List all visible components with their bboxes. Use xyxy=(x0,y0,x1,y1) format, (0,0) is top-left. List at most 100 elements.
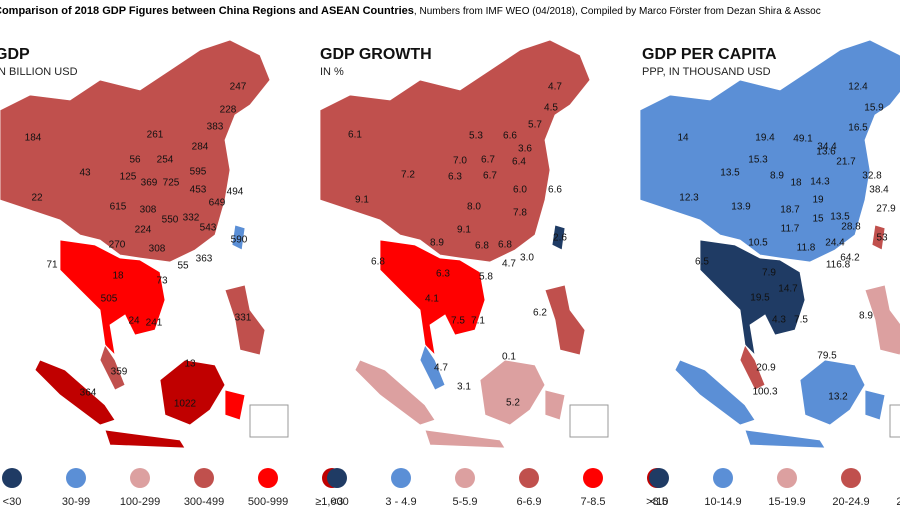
region-value: 7.5 xyxy=(794,315,808,326)
legend-label: 20-24.9 xyxy=(832,496,869,508)
region-value: 2.6 xyxy=(553,233,567,244)
region xyxy=(379,239,486,357)
region-value: 363 xyxy=(196,254,213,265)
region-value: 6.0 xyxy=(513,185,527,196)
region-value: 332 xyxy=(183,213,200,224)
region xyxy=(639,39,900,263)
region-value: 14.7 xyxy=(778,284,798,295)
legend-swatch xyxy=(649,468,669,488)
legend-swatch xyxy=(583,468,603,488)
region-value: 13 xyxy=(184,359,196,370)
region xyxy=(739,344,766,391)
region-value: 7.1 xyxy=(471,316,485,327)
region-value: 649 xyxy=(209,198,226,209)
region xyxy=(424,429,506,449)
legend-label: 500-999 xyxy=(248,496,288,508)
region-value: 725 xyxy=(163,178,180,189)
region-value: 13.5 xyxy=(720,168,740,179)
region-value: 8.9 xyxy=(770,171,784,182)
legend-label: 300-499 xyxy=(184,496,224,508)
region-value: 19.5 xyxy=(750,293,770,304)
region-value: 308 xyxy=(140,205,157,216)
region-value: 590 xyxy=(231,235,248,246)
region-value: 15 xyxy=(812,214,824,225)
region-value: 254 xyxy=(157,155,174,166)
region xyxy=(34,359,116,426)
region xyxy=(419,344,446,391)
panel-subtitle: IN % xyxy=(320,66,344,78)
region-value: 5.8 xyxy=(479,272,493,283)
region-value: 6.1 xyxy=(348,130,362,141)
region-value: 10.5 xyxy=(748,238,768,249)
region xyxy=(544,389,566,421)
region-value: 453 xyxy=(190,185,207,196)
region-value: 7.9 xyxy=(762,268,776,279)
region-value: 55 xyxy=(177,261,189,272)
region xyxy=(544,284,586,356)
region-value: 18 xyxy=(790,178,802,189)
region-value: 9.1 xyxy=(355,195,369,206)
panel-title: GDP xyxy=(0,46,30,63)
legend-swatch xyxy=(194,468,214,488)
region-value: 7.0 xyxy=(453,156,467,167)
region-value: 56 xyxy=(129,155,141,166)
region-value: 73 xyxy=(156,276,168,287)
region xyxy=(864,284,900,356)
region-value: 228 xyxy=(220,105,237,116)
legend-swatch xyxy=(713,468,733,488)
region-value: 28.8 xyxy=(841,222,861,233)
panel-subtitle: PPP, IN THOUSAND USD xyxy=(642,66,771,78)
region xyxy=(319,39,591,263)
region xyxy=(699,239,806,357)
region-value: 3.1 xyxy=(457,382,471,393)
region xyxy=(224,389,246,421)
region-value: 6.8 xyxy=(475,241,489,252)
region-value: 3.6 xyxy=(518,144,532,155)
region-value: 224 xyxy=(135,225,152,236)
region-value: 100.3 xyxy=(752,387,777,398)
inset-box xyxy=(249,404,289,438)
region-value: 595 xyxy=(190,167,207,178)
region-value: 494 xyxy=(227,187,244,198)
region-value: 13.2 xyxy=(828,392,848,403)
legend-swatch xyxy=(455,468,475,488)
region-value: 6.3 xyxy=(436,269,450,280)
region-value: 49.1 xyxy=(793,134,813,145)
region-value: 7.8 xyxy=(513,208,527,219)
region-value: 5.7 xyxy=(528,120,542,131)
region xyxy=(799,359,866,426)
region-value: 9.1 xyxy=(457,225,471,236)
legend-label: 6-6.9 xyxy=(516,496,541,508)
region xyxy=(224,284,266,356)
region-value: 38.4 xyxy=(869,185,889,196)
region-value: 24 xyxy=(128,316,140,327)
region-value: 19 xyxy=(812,195,824,206)
region-value: 22 xyxy=(31,193,43,204)
region-value: 71 xyxy=(46,260,58,271)
region-value: 4.1 xyxy=(425,294,439,305)
region-value: 543 xyxy=(200,223,217,234)
legend-label: 30-99 xyxy=(62,496,90,508)
region-value: 6.2 xyxy=(533,308,547,319)
region-value: 6.8 xyxy=(371,257,385,268)
legend-label: 100-299 xyxy=(120,496,160,508)
region-value: 6.3 xyxy=(448,172,462,183)
region-value: 20.9 xyxy=(756,363,776,374)
header-title: Comparison of 2018 GDP Figures between C… xyxy=(0,5,414,17)
region-value: 11.8 xyxy=(797,243,816,254)
region xyxy=(354,359,436,426)
region-value: 4.5 xyxy=(544,103,558,114)
region-value: 247 xyxy=(230,82,247,93)
region-value: 0.1 xyxy=(502,352,516,363)
region-value: 6.4 xyxy=(512,157,526,168)
header-note: , Numbers from IMF WEO (04/2018), Compil… xyxy=(414,6,821,17)
region-value: 15.3 xyxy=(748,155,768,166)
inset-box xyxy=(569,404,609,438)
region xyxy=(59,239,166,357)
region xyxy=(104,429,186,449)
region-value: 34.4 xyxy=(817,142,837,153)
region-value: 125 xyxy=(120,172,137,183)
region xyxy=(0,39,271,263)
legend-label: 10-14.9 xyxy=(704,496,741,508)
